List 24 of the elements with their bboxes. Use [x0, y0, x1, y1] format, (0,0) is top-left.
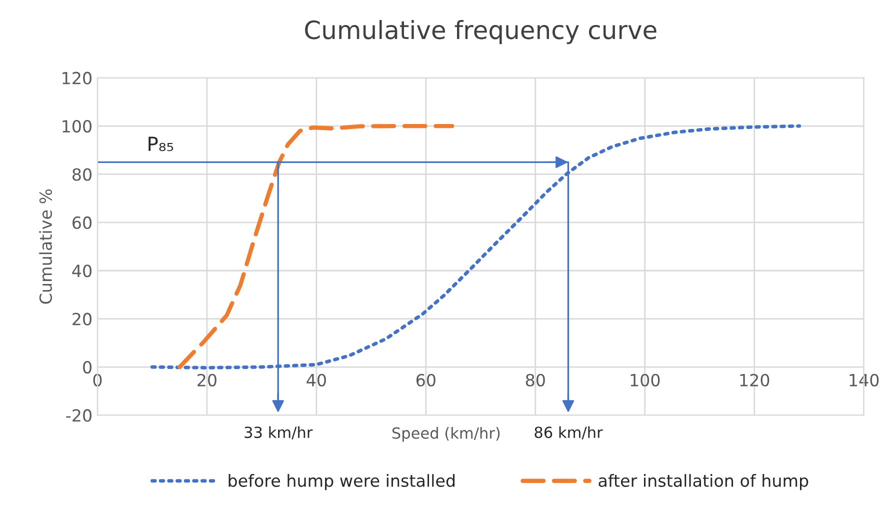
y-tick-label: 80	[72, 168, 92, 181]
y-tick-label: 0	[83, 360, 92, 374]
y-tick-label: 20	[72, 312, 92, 326]
y-axis-title: Cumulative %	[39, 189, 52, 304]
x-tick-label: 100	[630, 374, 660, 386]
line-series	[177, 124, 454, 370]
y-tick-label: 40	[72, 264, 92, 278]
x-tick-label: 40	[306, 374, 326, 386]
x-tick-label: 20	[198, 374, 216, 386]
x-tick-label: 80	[526, 374, 545, 386]
ref-line-label: P₈₅	[148, 136, 174, 152]
ref-line-label: 86 km/hr	[534, 426, 603, 440]
y-tick-label: -20	[66, 409, 92, 422]
legend-label: after installation of hump	[598, 474, 808, 490]
x-axis-title: Speed (km/hr)	[392, 427, 500, 442]
ref-line-label: 33 km/hr	[244, 426, 313, 440]
y-tick-label: 120	[62, 72, 92, 84]
x-tick-label: 120	[740, 374, 770, 386]
legend-label: before hump were installed	[228, 474, 455, 490]
x-tick-label: 60	[416, 374, 436, 386]
chart-title: Cumulative frequency curve	[305, 20, 656, 44]
x-tick-label: 140	[850, 374, 879, 386]
y-tick-label: 60	[72, 216, 92, 229]
y-tick-label: 100	[62, 120, 92, 133]
